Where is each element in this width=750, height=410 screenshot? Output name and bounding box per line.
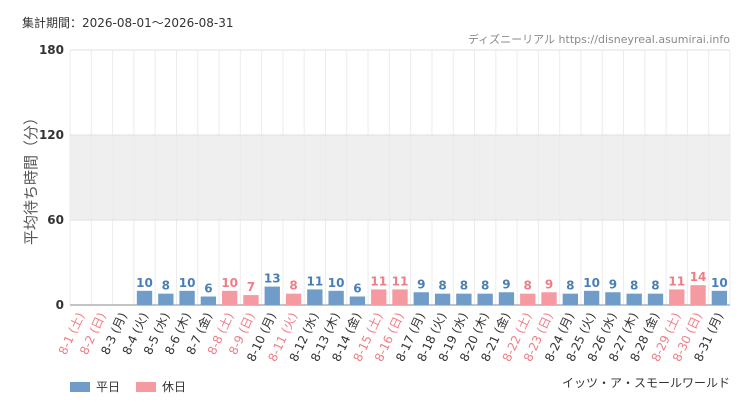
period-text: 集計期間：2026-08-01〜2026-08-31 <box>22 14 234 31</box>
bar <box>392 289 408 305</box>
bar <box>243 295 259 305</box>
bar <box>562 293 578 305</box>
bar-value-label: 8 <box>438 279 446 293</box>
bar-value-label: 10 <box>136 276 153 290</box>
bar <box>200 296 217 305</box>
bar-value-label: 10 <box>179 276 196 290</box>
bar-value-label: 13 <box>264 272 281 286</box>
bar <box>222 290 238 305</box>
bar-value-label: 8 <box>460 279 468 293</box>
bar <box>349 296 366 305</box>
bar-value-label: 8 <box>289 279 297 293</box>
bar <box>264 286 280 305</box>
y-tick-label: 180 <box>39 43 64 57</box>
bar-value-label: 10 <box>711 276 728 290</box>
bar <box>179 290 195 305</box>
legend: 平日 休日 <box>70 378 202 395</box>
bar <box>456 293 472 305</box>
legend-swatch-holiday <box>136 381 157 392</box>
bar-value-label: 8 <box>524 279 532 293</box>
bar-value-label: 6 <box>204 282 212 296</box>
plot-band <box>70 135 730 220</box>
legend-label-holiday: 休日 <box>162 380 187 394</box>
bar <box>498 292 515 305</box>
bar <box>413 292 429 305</box>
bar <box>605 292 621 305</box>
bar-value-label: 6 <box>353 282 361 296</box>
bar <box>626 293 642 305</box>
legend-label-weekday: 平日 <box>96 380 121 394</box>
bar <box>307 289 323 305</box>
bar-value-label: 7 <box>247 280 255 294</box>
bar-value-label: 8 <box>566 279 574 293</box>
bar-value-label: 10 <box>328 276 345 290</box>
site-credit: ディズニーリアル https://disneyreal.asumirai.inf… <box>467 33 730 46</box>
legend-swatch-weekday <box>70 381 90 392</box>
y-axis-label: 平均待ち時間（分） <box>22 110 40 245</box>
bar <box>158 293 174 305</box>
period-label: 集計期間： <box>22 16 83 30</box>
bar-value-label: 11 <box>306 274 323 288</box>
bar-value-label: 10 <box>583 276 600 290</box>
bar-value-label: 11 <box>392 274 409 288</box>
y-tick-label: 60 <box>47 213 64 227</box>
bar-value-label: 8 <box>481 279 489 293</box>
bar <box>477 293 493 305</box>
period-value: 2026-08-01〜2026-08-31 <box>82 16 234 30</box>
bar-value-label: 9 <box>609 277 617 291</box>
bar-value-label: 8 <box>630 279 638 293</box>
bar-value-label: 14 <box>690 270 707 284</box>
bar <box>520 293 536 305</box>
bar <box>136 290 153 305</box>
bar-value-label: 9 <box>417 277 425 291</box>
y-tick-label: 120 <box>39 128 64 142</box>
attraction-name: イッツ・ア・スモールワールド <box>561 376 730 390</box>
bar <box>285 293 302 305</box>
bar-value-label: 8 <box>162 279 170 293</box>
bar-value-label: 8 <box>651 279 659 293</box>
legend-item-holiday: 休日 <box>136 378 186 395</box>
legend-item-weekday: 平日 <box>70 378 120 395</box>
bar <box>583 290 600 305</box>
bar <box>434 293 451 305</box>
bar-value-label: 9 <box>545 277 553 291</box>
bar <box>371 289 387 305</box>
bar <box>690 285 706 305</box>
y-tick-label: 0 <box>56 298 64 312</box>
bar <box>328 290 344 305</box>
bar <box>669 289 685 305</box>
bar-value-label: 9 <box>502 277 510 291</box>
bar <box>647 293 664 305</box>
bar-value-label: 11 <box>370 274 387 288</box>
bar-value-label: 11 <box>668 274 685 288</box>
bar <box>541 292 557 305</box>
bar <box>711 290 728 305</box>
bar-value-label: 10 <box>221 276 238 290</box>
